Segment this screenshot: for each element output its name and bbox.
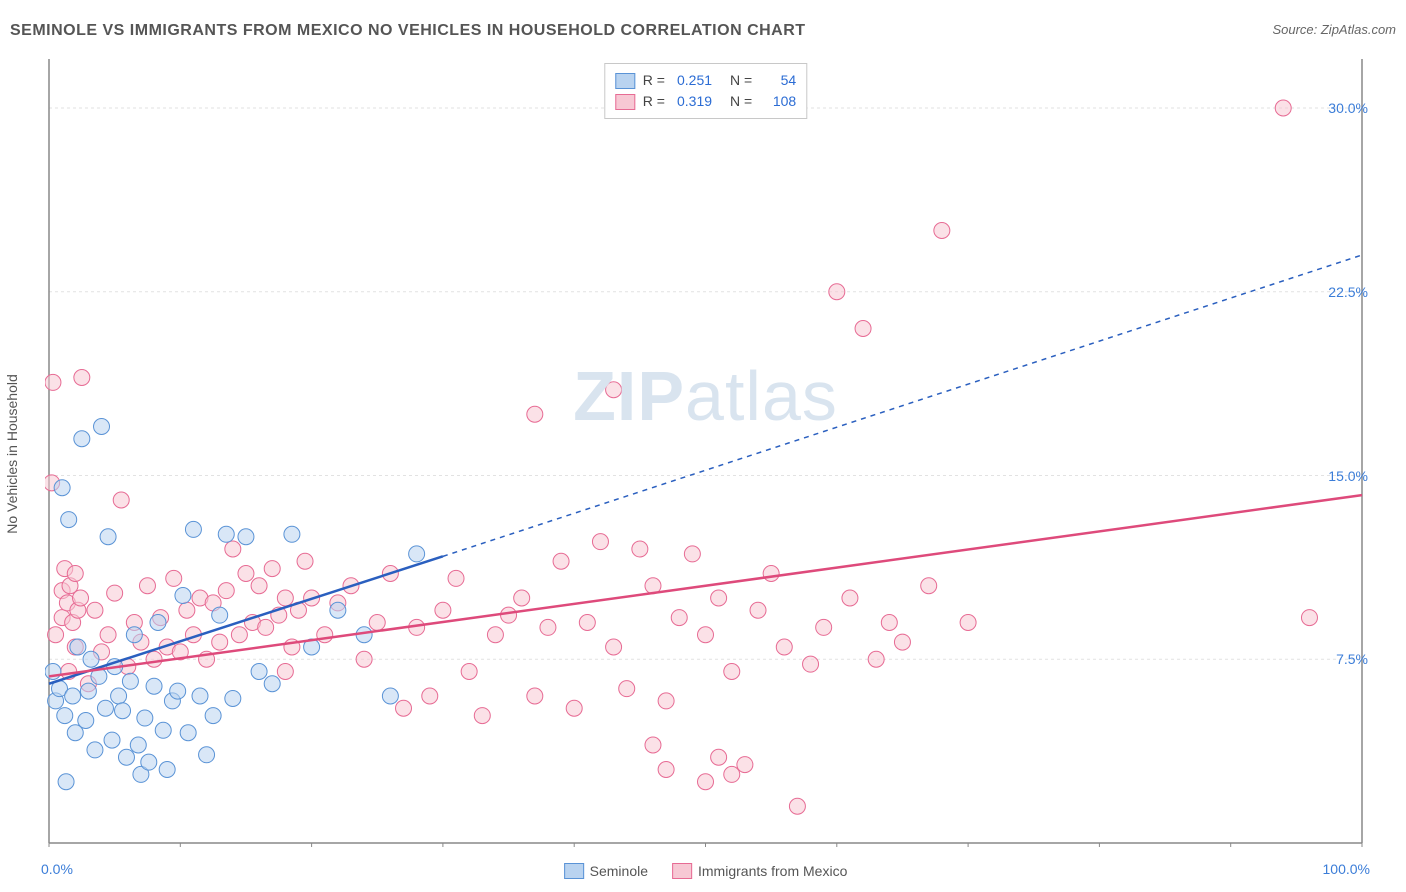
correlation-legend: R = 0.251 N = 54 R = 0.319 N = 108 <box>604 63 807 119</box>
legend-r-value: 0.251 <box>677 70 712 91</box>
y-tick-label: 22.5% <box>1328 284 1368 300</box>
legend-item-label: Immigrants from Mexico <box>698 863 847 879</box>
legend-n-label: N = <box>730 91 752 112</box>
chart-title: SEMINOLE VS IMMIGRANTS FROM MEXICO NO VE… <box>10 22 806 40</box>
legend-row: R = 0.319 N = 108 <box>615 91 796 112</box>
legend-r-value: 0.319 <box>677 91 712 112</box>
series-legend: Seminole Immigrants from Mexico <box>564 863 848 879</box>
legend-r-label: R = <box>643 91 665 112</box>
y-tick-label: 30.0% <box>1328 100 1368 116</box>
legend-swatch <box>615 94 635 110</box>
legend-swatch <box>672 863 692 879</box>
legend-n-label: N = <box>730 70 752 91</box>
y-tick-label: 15.0% <box>1328 468 1368 484</box>
x-axis-max-label: 100.0% <box>1323 861 1370 877</box>
legend-item: Seminole <box>564 863 648 879</box>
y-axis-label: No Vehicles in Household <box>4 374 20 534</box>
legend-n-value: 54 <box>764 70 796 91</box>
legend-swatch <box>564 863 584 879</box>
legend-item: Immigrants from Mexico <box>672 863 847 879</box>
legend-row: R = 0.251 N = 54 <box>615 70 796 91</box>
legend-item-label: Seminole <box>590 863 648 879</box>
legend-swatch <box>615 73 635 89</box>
legend-n-value: 108 <box>764 91 796 112</box>
chart-container: ZIPatlas R =0.251 N =54 R =0.319 N =108 … <box>45 55 1366 847</box>
y-tick-label: 7.5% <box>1336 651 1368 667</box>
legend-r-label: R = <box>643 70 665 91</box>
scatter-plot <box>45 55 1366 847</box>
x-axis-min-label: 0.0% <box>41 861 73 877</box>
source-text: Source: ZipAtlas.com <box>1272 22 1396 37</box>
